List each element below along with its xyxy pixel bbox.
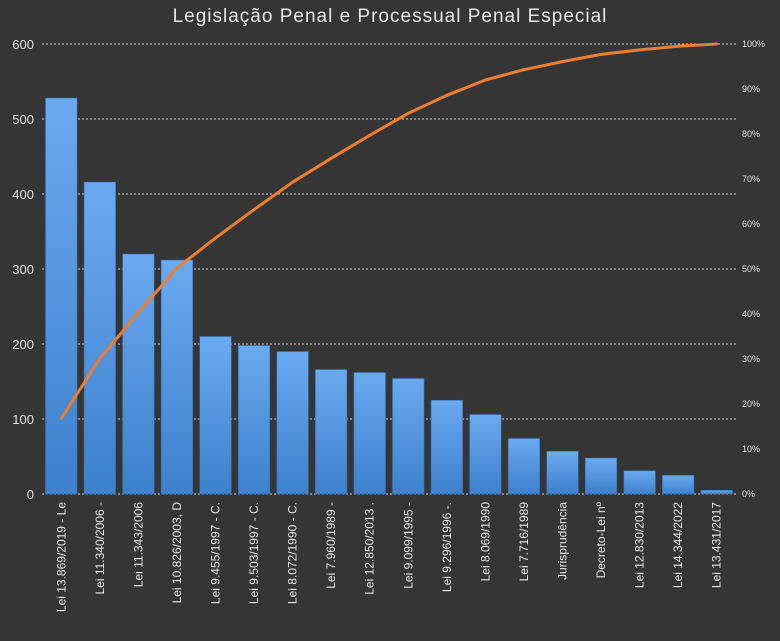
x-tick-label: Lei 13.869/2019 - Le [54, 502, 68, 612]
bar [122, 253, 155, 495]
cumulative-point [98, 357, 102, 361]
y2-tick-label: 40% [742, 309, 760, 319]
y2-tick-label: 0% [742, 489, 755, 499]
y-tick-label: 100 [12, 412, 34, 427]
y-tick-label: 0 [27, 487, 34, 502]
x-tick-label: Lei 12.830/2013 [633, 502, 647, 588]
x-tick-label: Lei 8.072/1990 - C. [286, 502, 300, 604]
y-tick-label: 600 [12, 37, 34, 52]
bar [662, 474, 695, 495]
bar [507, 438, 541, 495]
cumulative-point [252, 208, 256, 212]
x-tick-label: Lei 11.343/2006 [131, 502, 145, 588]
x-tick-label: Lei 9.455/1997 - C. [209, 502, 223, 604]
cumulative-point [483, 78, 487, 82]
y2-tick-label: 60% [742, 219, 760, 229]
chart-title: Legislação Penal e Processual Penal Espe… [172, 6, 608, 27]
y-tick-label: 500 [12, 112, 34, 127]
bar [276, 351, 309, 495]
x-tick-label: Lei 13.431/2017 [710, 502, 724, 588]
y-tick-label: 300 [12, 262, 34, 277]
x-tick-label: Lei 7.960/1989 - [324, 502, 338, 589]
bar [430, 399, 463, 495]
x-tick-label: Lei 9.099/1995 - [401, 502, 415, 589]
x-tick-label: Lei 10.826/2003, D [170, 502, 184, 604]
x-tick-label: Jurisprudência [556, 502, 570, 580]
y2-tick-label: 30% [742, 354, 760, 364]
y2-tick-label: 10% [742, 444, 760, 454]
cumulative-point [406, 111, 410, 115]
x-tick-label: Decreto-Lei nº [594, 501, 608, 578]
x-tick-label: Lei 12.850/2013 . [363, 502, 377, 595]
y2-tick-label: 50% [742, 264, 760, 274]
y2-tick-label: 70% [742, 174, 760, 184]
cumulative-point [561, 60, 564, 64]
cumulative-point [638, 48, 642, 52]
bar [623, 470, 656, 495]
y-tick-label: 200 [12, 337, 34, 352]
bar [546, 450, 579, 495]
y2-tick-label: 90% [742, 84, 760, 94]
cumulative-point [599, 52, 603, 56]
bar [700, 489, 733, 495]
bar [199, 336, 232, 495]
bar [45, 97, 78, 495]
x-tick-label: Lei 14.344/2022 [671, 502, 685, 588]
x-tick-label: Lei 11.340/2006 - [93, 502, 107, 595]
cumulative-point [59, 416, 63, 420]
cumulative-point [715, 42, 719, 46]
bar [237, 345, 271, 495]
x-tick-label: Lei 7.716/1989 [517, 502, 531, 582]
x-tick-label: Lei 9.296/1996 -. [440, 502, 454, 592]
cumulative-point [291, 180, 295, 184]
bar [315, 369, 348, 495]
cumulative-point [676, 44, 680, 48]
cumulative-point [214, 236, 217, 240]
cumulative-point [445, 93, 449, 97]
bar [353, 372, 386, 495]
bar [584, 457, 618, 495]
cumulative-point [175, 266, 179, 270]
y2-tick-label: 20% [742, 399, 760, 409]
y2-tick-label: 80% [742, 129, 760, 139]
bar [469, 414, 502, 495]
bar [83, 181, 116, 495]
y2-tick-label: 100% [742, 39, 765, 49]
y-tick-label: 400 [12, 187, 34, 202]
x-tick-label: Lei 9.503/1997 - C. [247, 502, 261, 604]
cumulative-point [136, 311, 140, 315]
cumulative-line [60, 42, 717, 420]
cumulative-point [368, 133, 372, 137]
bar [392, 378, 425, 495]
x-tick-label: Lei 8.069/1990 [478, 502, 492, 582]
cumulative-point [329, 156, 333, 160]
cumulative-point [522, 68, 526, 72]
bar [160, 259, 194, 495]
